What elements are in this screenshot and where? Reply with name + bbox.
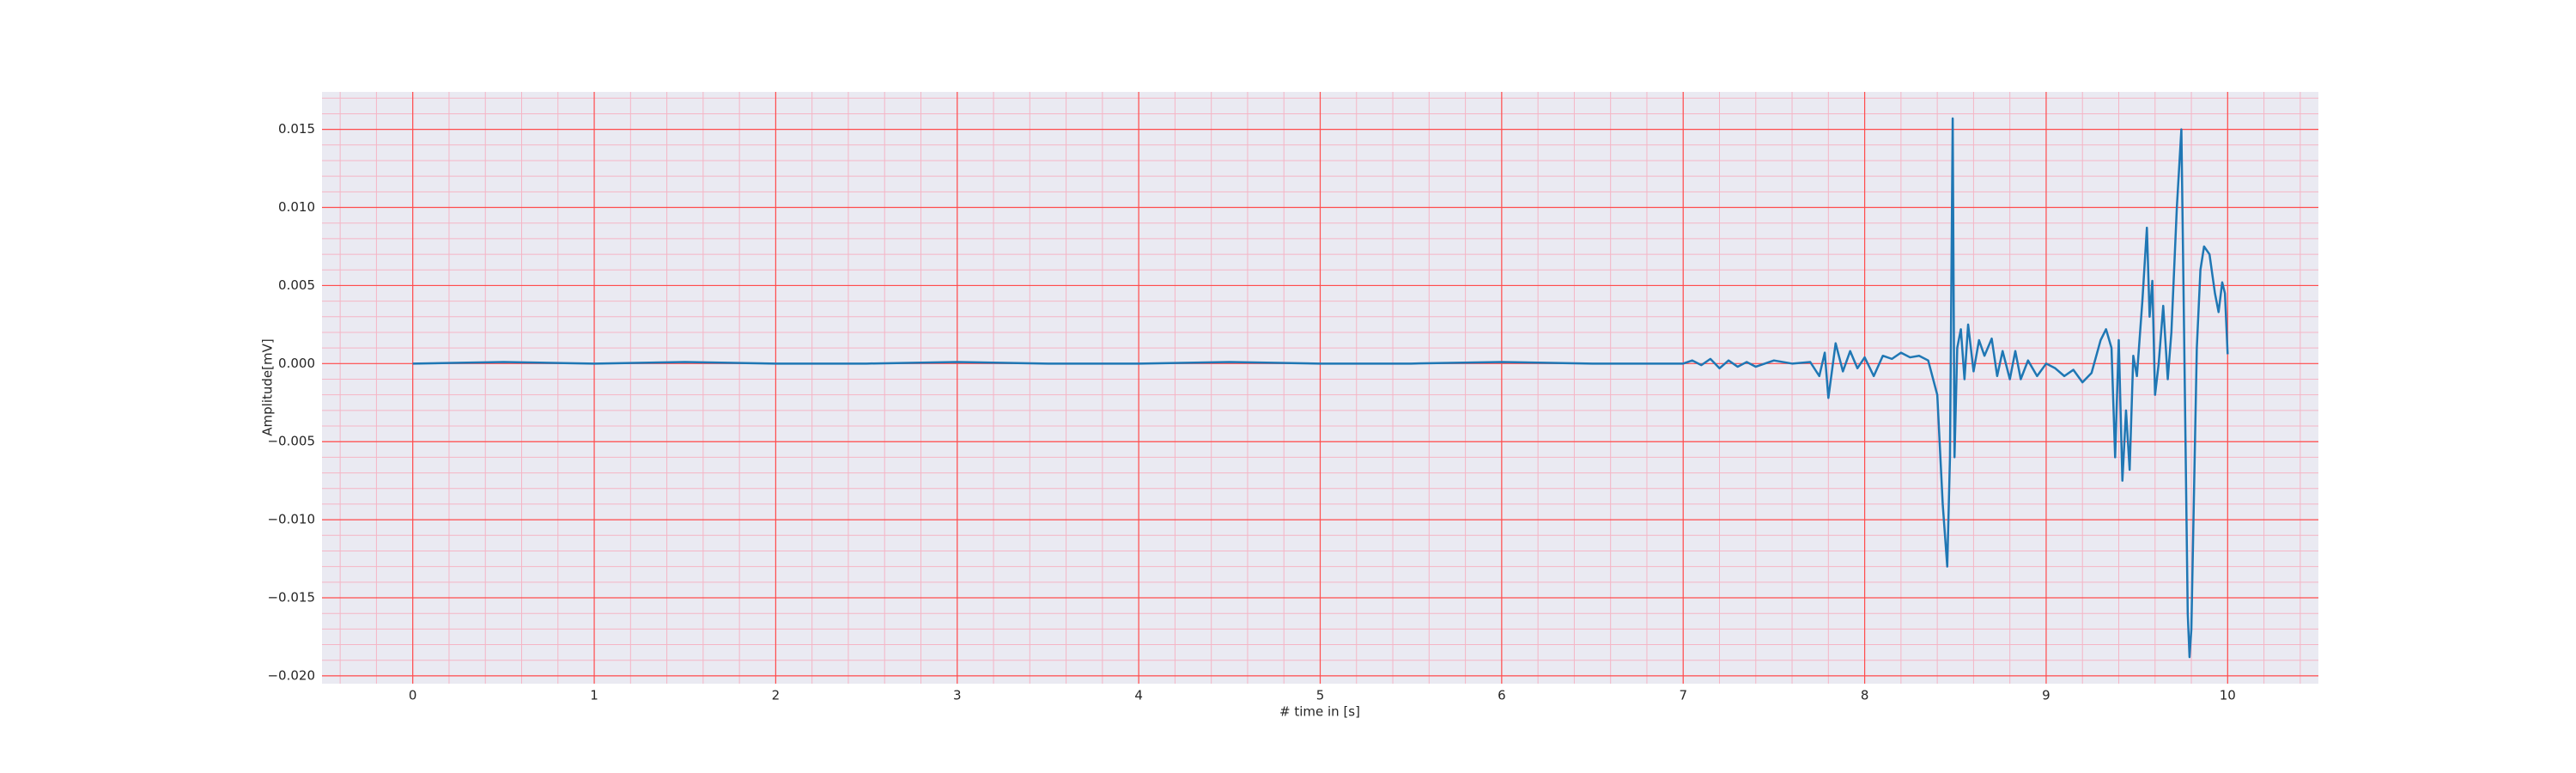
y-tick-label: −0.005 [267,434,315,449]
x-tick-label: 4 [1134,688,1143,703]
x-tick-label: 5 [1316,688,1325,703]
x-tick-label: 0 [409,688,417,703]
grid [322,92,2318,684]
y-tick-label: −0.020 [267,667,315,683]
x-tick-label: 10 [2220,688,2236,703]
x-tick-label: 2 [772,688,781,703]
x-axis-label: # time in [s] [1279,704,1360,720]
y-axis-label: Amplitude[mV] [260,338,276,435]
y-tick-label: 0.010 [278,199,315,215]
x-tick-label: 9 [2042,688,2050,703]
y-tick-label: 0.015 [278,121,315,137]
y-tick-label: 0.000 [278,356,315,371]
y-tick-label: −0.015 [267,590,315,606]
x-tick-label: 6 [1498,688,1506,703]
x-tick-label: 7 [1679,688,1687,703]
x-tick-label: 8 [1861,688,1869,703]
y-tick-label: −0.010 [267,512,315,527]
x-tick-label: 3 [953,688,962,703]
signal-line [412,117,2229,659]
x-tick-label: 1 [590,688,598,703]
y-tick-label: 0.005 [278,277,315,293]
